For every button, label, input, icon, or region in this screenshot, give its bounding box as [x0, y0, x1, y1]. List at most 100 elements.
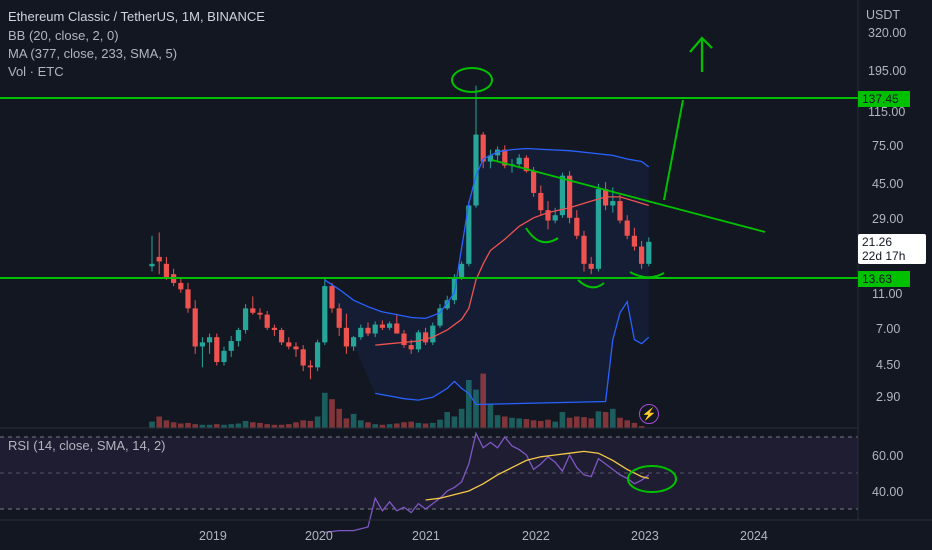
- candle-body: [451, 276, 457, 301]
- volume-bar: [271, 424, 278, 428]
- candle-body: [394, 323, 400, 334]
- volume-bar: [638, 426, 645, 428]
- volume-bar: [494, 415, 501, 428]
- candle-body: [437, 308, 443, 326]
- candle-body: [178, 282, 184, 290]
- volume-bar: [401, 422, 407, 428]
- candle-body: [545, 210, 551, 221]
- volume-bar: [530, 420, 537, 428]
- price-tick: 11.00: [872, 287, 902, 301]
- volume-bar: [574, 416, 580, 428]
- candle-body: [286, 342, 292, 347]
- volume-bar: [444, 412, 450, 428]
- volume-bar: [422, 423, 429, 428]
- candle-body: [293, 346, 299, 350]
- volume-bar: [473, 389, 479, 428]
- volume-bar: [329, 399, 335, 428]
- volume-bar: [502, 416, 508, 428]
- volume-bar: [156, 416, 162, 428]
- descending-trendline: [491, 159, 766, 233]
- price-tick: 320.00: [868, 26, 906, 40]
- candle-body: [243, 308, 249, 331]
- candle-body: [387, 323, 393, 328]
- currency-label[interactable]: USDT: [866, 8, 901, 22]
- lightning-icon[interactable]: ⚡: [639, 404, 659, 424]
- chart-title[interactable]: Ethereum Classic / TetherUS, 1M, BINANCE: [8, 9, 265, 24]
- indicator-ma[interactable]: MA (377, close, 233, SMA, 5): [8, 46, 178, 61]
- volume-bar: [624, 420, 630, 428]
- volume-bar: [221, 424, 227, 428]
- volume-bar: [545, 419, 551, 428]
- volume-bar: [408, 421, 414, 428]
- volume-bar: [228, 424, 234, 428]
- price-axis: 320.00 195.00 115.00 75.00 45.00 29.00 1…: [868, 26, 906, 499]
- time-tick: 2024: [740, 529, 768, 543]
- time-tick: 2022: [522, 529, 550, 543]
- indicator-bb[interactable]: BB (20, close, 2, 0): [8, 28, 119, 43]
- candle-body: [444, 300, 450, 309]
- candle-body: [423, 332, 429, 343]
- volume-bar: [466, 380, 472, 428]
- candle-body: [581, 235, 587, 264]
- candle-body: [207, 337, 213, 343]
- up-arrow-icon: [689, 36, 713, 72]
- candle-body: [257, 312, 263, 315]
- price-tick: 195.00: [868, 64, 906, 78]
- volume-bar: [206, 424, 213, 428]
- candle-body: [466, 205, 472, 264]
- candle-body: [502, 149, 508, 166]
- volume-bar: [163, 420, 170, 428]
- volume-bar: [343, 418, 350, 428]
- support-price-badge: 13.63: [858, 271, 910, 287]
- candle-body: [480, 134, 486, 162]
- volume-bar: [552, 421, 558, 428]
- candle-body: [329, 286, 335, 309]
- volume-bar: [192, 424, 198, 428]
- candle-body: [531, 171, 537, 193]
- candle-body: [516, 157, 522, 165]
- volume-bar: [538, 420, 544, 428]
- candle-body: [307, 365, 313, 368]
- volume-bar: [185, 422, 191, 428]
- resistance-price-badge: 137.45: [858, 91, 910, 107]
- candle-body: [459, 263, 465, 277]
- price-tick: 2.90: [876, 390, 900, 404]
- price-tick: 29.00: [872, 212, 903, 226]
- volume-bar: [523, 419, 530, 428]
- candles: [149, 85, 652, 380]
- candle-body: [523, 157, 529, 172]
- candle-body: [365, 327, 371, 334]
- time-tick: 2023: [631, 529, 659, 543]
- candle-body: [617, 201, 623, 221]
- candle-body: [574, 217, 580, 236]
- candle-body: [559, 175, 565, 216]
- candle-body: [185, 289, 191, 309]
- candle-body: [156, 256, 162, 262]
- candle-body: [221, 350, 227, 362]
- volume-bar: [437, 419, 443, 428]
- candle-body: [588, 263, 594, 269]
- volume-bar: [214, 424, 220, 428]
- indicator-volume[interactable]: Vol · ETC: [8, 64, 64, 79]
- indicator-rsi[interactable]: RSI (14, close, SMA, 14, 2): [8, 438, 166, 453]
- volume-bar: [581, 417, 587, 428]
- volume-bar: [610, 408, 616, 428]
- volume-bar: [559, 412, 566, 428]
- candle-body: [379, 324, 385, 328]
- price-tick: 45.00: [872, 177, 903, 191]
- candle-body: [473, 134, 479, 206]
- candle-body: [343, 327, 349, 347]
- volume-bar: [451, 416, 458, 428]
- volume-bar: [516, 418, 522, 428]
- moving-average-line: [375, 196, 649, 346]
- volume-bar: [588, 418, 594, 428]
- volume-bar: [631, 422, 638, 428]
- volume-bar: [365, 422, 371, 428]
- time-tick: 2020: [305, 529, 333, 543]
- volume-bar: [293, 422, 299, 428]
- time-tick: 2021: [412, 529, 440, 543]
- candle-body: [646, 241, 652, 264]
- candle-body: [358, 327, 364, 338]
- volume-bar: [379, 424, 386, 428]
